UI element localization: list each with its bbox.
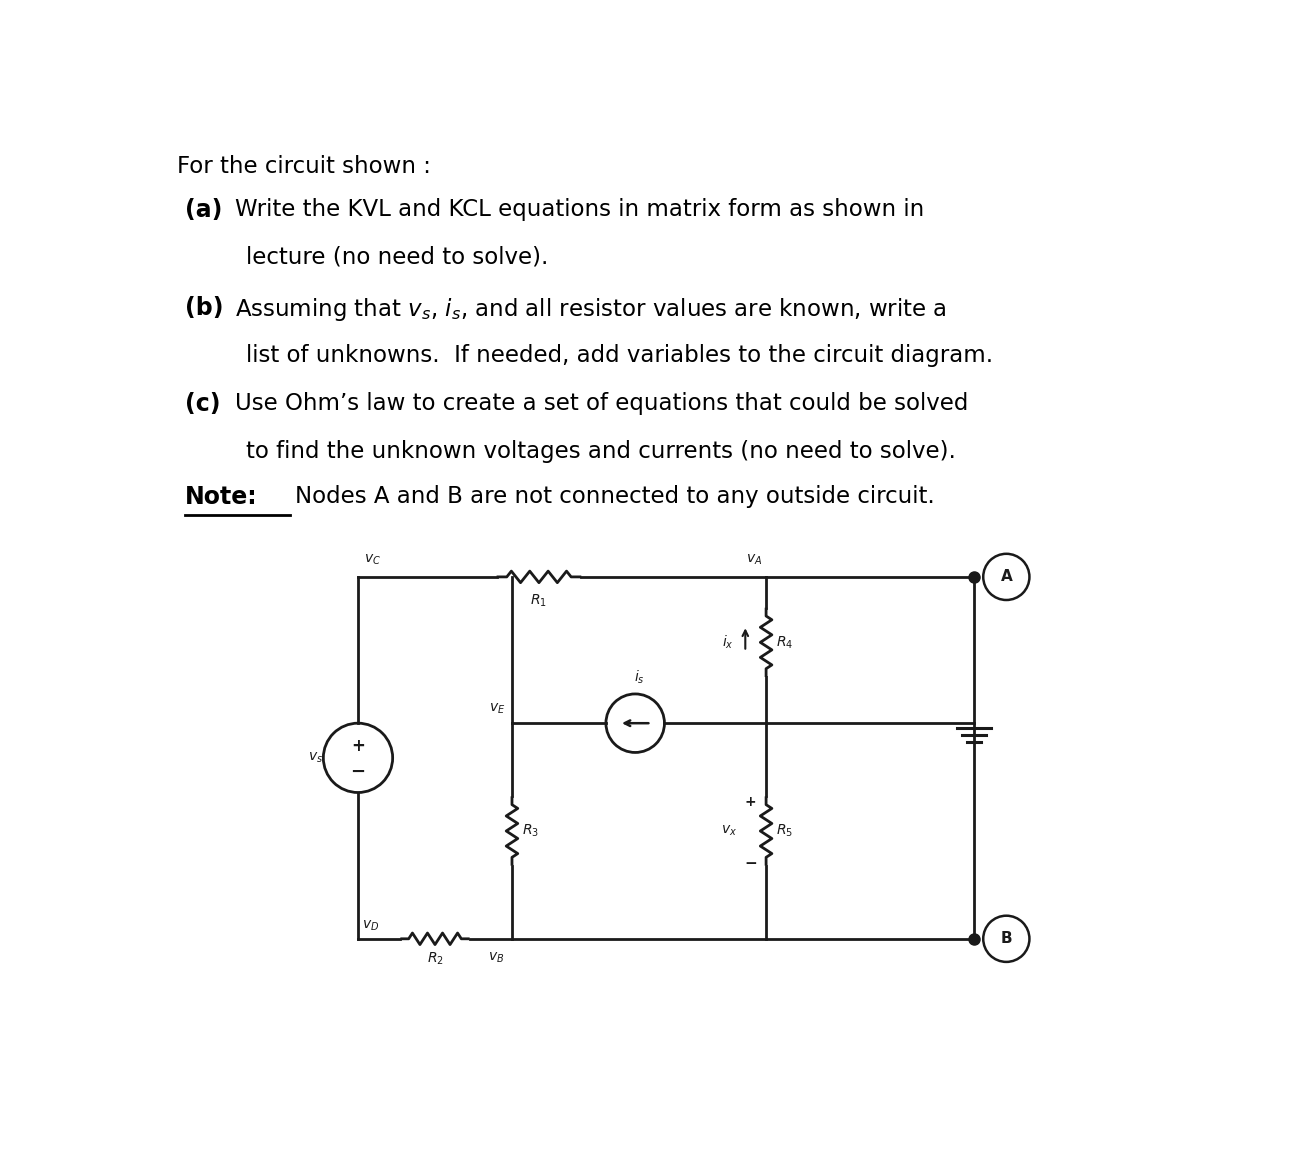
Text: $v_D$: $v_D$ (362, 918, 379, 933)
Text: $v_E$: $v_E$ (489, 702, 506, 715)
Text: (a): (a) (184, 198, 222, 222)
Text: to find the unknown voltages and currents (no need to solve).: to find the unknown voltages and current… (247, 439, 957, 462)
Text: −: − (350, 762, 366, 781)
Text: A: A (1001, 569, 1012, 584)
Text: Note:: Note: (184, 484, 257, 508)
Text: $v_x$: $v_x$ (720, 823, 737, 838)
Text: −: − (744, 856, 757, 871)
Text: For the circuit shown :: For the circuit shown : (177, 155, 431, 178)
Text: lecture (no need to solve).: lecture (no need to solve). (247, 246, 549, 269)
Text: $v_A$: $v_A$ (746, 552, 762, 567)
Text: $i_x$: $i_x$ (722, 634, 733, 651)
Text: $R_4$: $R_4$ (776, 634, 793, 651)
Text: $v_C$: $v_C$ (365, 552, 382, 567)
Text: Use Ohm’s law to create a set of equations that could be solved: Use Ohm’s law to create a set of equatio… (235, 392, 968, 415)
Text: $R_3$: $R_3$ (522, 822, 539, 840)
Text: B: B (1001, 932, 1012, 946)
Text: $R_5$: $R_5$ (776, 822, 793, 840)
Text: Write the KVL and KCL equations in matrix form as shown in: Write the KVL and KCL equations in matri… (235, 198, 924, 221)
Text: $i_s$: $i_s$ (633, 669, 644, 687)
Text: (c): (c) (184, 392, 221, 416)
Text: $R_1$: $R_1$ (531, 592, 548, 608)
Text: Assuming that $v_s$, $i_s$, and all resistor values are known, write a: Assuming that $v_s$, $i_s$, and all resi… (235, 296, 946, 323)
Text: +: + (745, 795, 757, 808)
Text: $v_B$: $v_B$ (488, 950, 505, 965)
Text: list of unknowns.  If needed, add variables to the circuit diagram.: list of unknowns. If needed, add variabl… (247, 344, 993, 367)
Text: +: + (350, 736, 365, 754)
Text: (b): (b) (184, 296, 223, 320)
Text: $v_s$: $v_s$ (308, 751, 323, 765)
Text: $R_2$: $R_2$ (427, 950, 444, 967)
Text: Nodes A and B are not connected to any outside circuit.: Nodes A and B are not connected to any o… (295, 484, 935, 507)
